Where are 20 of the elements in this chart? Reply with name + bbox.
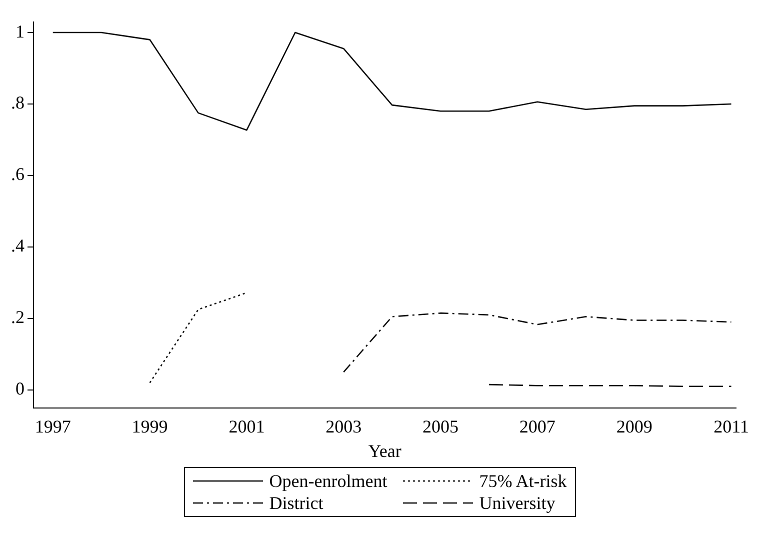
line-series [342,312,732,373]
x-tick-label: 2003 [326,416,362,436]
y-tick-label: .8 [11,92,24,113]
x-tick-label: 2007 [519,416,556,436]
y-tick-label: 1 [16,21,24,42]
x-tick-label: 2005 [422,416,459,436]
y-tick-label: 0 [16,378,24,399]
x-tick-label: 2009 [616,416,652,436]
legend-label: District [269,492,324,514]
x-tick-label: 1999 [132,416,168,436]
y-tick-label: .6 [11,164,24,184]
y-tick-label: .2 [11,307,24,328]
x-tick-label: 1997 [34,416,71,436]
legend-label: Open-enrolment [269,470,388,492]
y-tick-label: .4 [11,236,24,256]
x-tick-label: 2011 [714,416,749,436]
legend-label: University [479,492,556,514]
legend-label: 75% At-risk [479,470,567,492]
x-axis-title: Year [368,440,402,461]
x-tick-label: 2001 [228,416,265,436]
